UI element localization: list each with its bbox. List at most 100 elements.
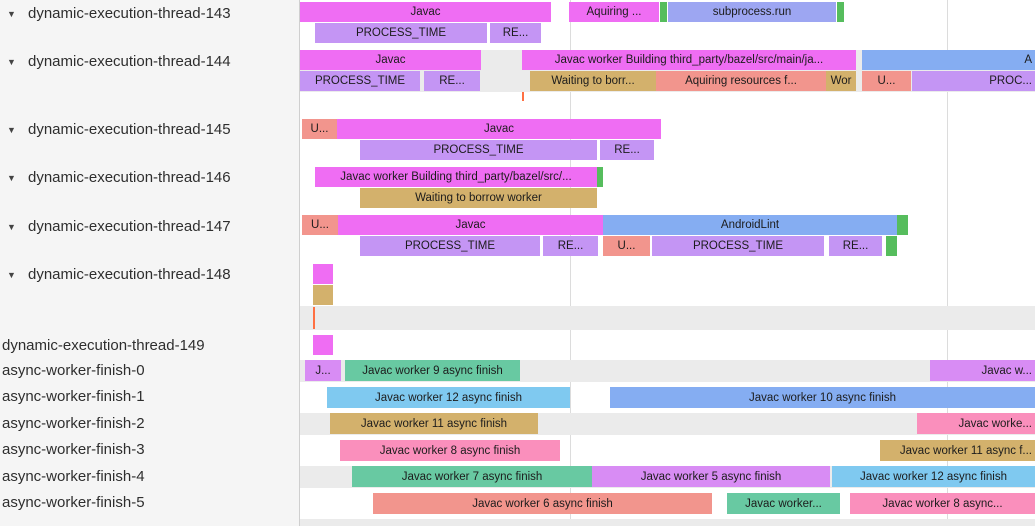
trace-slice[interactable] — [660, 2, 667, 22]
sidebar-item-async-worker-finish-5[interactable]: async-worker-finish-5 — [0, 493, 299, 513]
trace-slice[interactable]: PROCESS_TIME — [315, 23, 487, 43]
track-row: J... Javac worker 9 async finish Javac w..… — [300, 360, 1035, 382]
trace-slice[interactable] — [313, 285, 333, 305]
trace-slice[interactable]: RE... — [424, 71, 480, 91]
trace-slice[interactable]: Javac worker 8 async finish — [340, 440, 560, 461]
trace-slice[interactable] — [313, 264, 333, 284]
sidebar-item-dynamic-execution-thread-145[interactable]: ▼ dynamic-execution-thread-145 — [0, 120, 299, 140]
instant-event-tick[interactable] — [522, 92, 524, 101]
slice-label: PROCESS_TIME — [404, 240, 496, 252]
track-name-label: async-worker-finish-0 — [2, 362, 145, 379]
expand-arrow-icon[interactable]: ▼ — [7, 222, 16, 232]
trace-slice[interactable]: Javac worker... — [727, 493, 840, 514]
slice-label: subprocess.run — [712, 6, 792, 18]
slice-label: Aquiring resources f... — [685, 75, 797, 87]
track-name-label: dynamic-execution-thread-146 — [28, 169, 231, 186]
trace-slice[interactable]: Javac — [300, 2, 551, 22]
trace-slice[interactable]: Javac worker 9 async finish — [345, 360, 520, 381]
sidebar-item-async-worker-finish-4[interactable]: async-worker-finish-4 — [0, 467, 299, 487]
trace-slice[interactable] — [897, 215, 908, 235]
sidebar-item-dynamic-execution-thread-149[interactable]: dynamic-execution-thread-149 — [0, 336, 299, 356]
track-name-panel: ▼ dynamic-execution-thread-143 ▼ dynamic-ex… — [0, 0, 300, 526]
trace-slice[interactable]: Javac worker 12 async finish — [832, 466, 1035, 487]
trace-slice[interactable]: U... — [862, 71, 911, 91]
slice-label: Javac worker 12 async finish — [859, 470, 1007, 483]
trace-slice[interactable]: Javac worke... — [917, 413, 1035, 434]
track-row: Javac worker 6 async finish Javac worker.… — [300, 493, 1035, 515]
slice-label: RE... — [557, 240, 584, 252]
trace-slice[interactable] — [313, 335, 333, 355]
trace-slice[interactable] — [886, 236, 897, 256]
slice-label: RE... — [439, 75, 465, 87]
expand-arrow-icon[interactable]: ▼ — [7, 57, 16, 67]
track-row: Javac worker 11 async finish Javac worke.… — [300, 413, 1035, 435]
trace-slice[interactable]: RE... — [829, 236, 882, 256]
expand-arrow-icon[interactable]: ▼ — [7, 125, 16, 135]
gridline — [570, 0, 571, 526]
sidebar-item-dynamic-execution-thread-147[interactable]: ▼ dynamic-execution-thread-147 — [0, 217, 299, 237]
trace-slice[interactable]: subprocess.run — [668, 2, 836, 22]
slice-label: Javac worker 11 async finish — [360, 417, 508, 430]
trace-slice[interactable]: RE... — [490, 23, 541, 43]
trace-slice[interactable]: Javac worker 11 async finish — [330, 413, 538, 434]
trace-slice[interactable]: Waiting to borrow worker — [360, 188, 597, 208]
trace-slice[interactable]: Javac — [337, 119, 661, 139]
slice-label: Javac — [455, 219, 486, 231]
sidebar-item-dynamic-execution-thread-148[interactable]: ▼ dynamic-execution-thread-148 — [0, 265, 299, 285]
trace-slice[interactable]: AndroidLint — [603, 215, 897, 235]
track-row: Javac worker 12 async finish Javac worker… — [300, 387, 1035, 409]
trace-slice[interactable]: A — [862, 50, 1035, 70]
trace-slice[interactable]: U... — [302, 119, 337, 139]
trace-slice[interactable]: PROC... — [912, 71, 1035, 91]
slice-label: Waiting to borr... — [551, 75, 635, 87]
trace-slice[interactable] — [597, 167, 603, 187]
trace-slice[interactable]: Javac — [300, 50, 481, 70]
trace-slice[interactable]: PROCESS_TIME — [360, 236, 540, 256]
track-name-label: dynamic-execution-thread-145 — [28, 121, 231, 138]
sidebar-item-async-worker-finish-3[interactable]: async-worker-finish-3 — [0, 440, 299, 460]
trace-slice[interactable]: PROCESS_TIME — [300, 71, 420, 91]
trace-slice[interactable]: Javac — [338, 215, 603, 235]
trace-slice[interactable]: J... — [305, 360, 341, 381]
trace-slice[interactable]: RE... — [543, 236, 598, 256]
trace-slice[interactable]: U... — [603, 236, 650, 256]
trace-slice[interactable]: Javac worker 7 async finish — [352, 466, 592, 487]
slice-label: Javac worker 10 async finish — [748, 391, 896, 404]
track-row: PROCESS_TIME RE... Waiting to borr... Aquir… — [300, 71, 1035, 92]
trace-slice[interactable]: Aquiring resources f... — [656, 71, 826, 91]
trace-slice[interactable]: Javac worker 10 async finish — [610, 387, 1035, 408]
track-row: PROCESS_TIME RE... U... PROCESS_TIME RE... — [300, 236, 1035, 257]
expand-arrow-icon[interactable]: ▼ — [7, 9, 16, 19]
trace-slice[interactable]: Javac worker 11 async f... — [880, 440, 1035, 461]
trace-slice[interactable]: Javac worker 6 async finish — [373, 493, 712, 514]
trace-slice[interactable]: Aquiring ... — [569, 2, 659, 22]
trace-slice[interactable]: Javac worker Building third_party/bazel/… — [315, 167, 597, 187]
sidebar-item-async-worker-finish-2[interactable]: async-worker-finish-2 — [0, 414, 299, 434]
slice-label: Javac worker 8 async finish — [379, 444, 521, 457]
trace-slice[interactable]: Javac worker Building third_party/bazel/… — [522, 50, 856, 70]
sidebar-item-async-worker-finish-1[interactable]: async-worker-finish-1 — [0, 387, 299, 407]
sidebar-item-dynamic-execution-thread-143[interactable]: ▼ dynamic-execution-thread-143 — [0, 4, 299, 24]
trace-slice[interactable]: Javac worker 5 async finish — [592, 466, 830, 487]
trace-slice[interactable]: Javac w... — [930, 360, 1035, 381]
trace-slice[interactable]: RE... — [600, 140, 654, 160]
trace-slice[interactable]: U... — [302, 215, 338, 235]
slice-label: Javac worker 12 async finish — [374, 391, 522, 404]
slice-label: PROCESS_TIME — [314, 75, 406, 87]
trace-slice[interactable]: Javac worker 12 async finish — [327, 387, 570, 408]
trace-slice[interactable]: PROCESS_TIME — [652, 236, 824, 256]
expand-arrow-icon[interactable]: ▼ — [7, 270, 16, 280]
sidebar-item-async-worker-finish-0[interactable]: async-worker-finish-0 — [0, 361, 299, 381]
instant-event-tick[interactable] — [313, 307, 315, 329]
trace-slice[interactable]: Javac worker 8 async... — [850, 493, 1035, 514]
trace-slice[interactable] — [837, 2, 844, 22]
slice-label: U... — [877, 75, 896, 87]
trace-slice[interactable]: Waiting to borr... — [530, 71, 656, 91]
sidebar-item-dynamic-execution-thread-144[interactable]: ▼ dynamic-execution-thread-144 — [0, 52, 299, 72]
trace-slice[interactable]: PROCESS_TIME — [360, 140, 597, 160]
slice-label: PROCESS_TIME — [433, 144, 524, 156]
expand-arrow-icon[interactable]: ▼ — [7, 173, 16, 183]
track-name-label: dynamic-execution-thread-144 — [28, 53, 231, 70]
trace-slice[interactable]: Wor — [826, 71, 856, 91]
sidebar-item-dynamic-execution-thread-146[interactable]: ▼ dynamic-execution-thread-146 — [0, 168, 299, 188]
